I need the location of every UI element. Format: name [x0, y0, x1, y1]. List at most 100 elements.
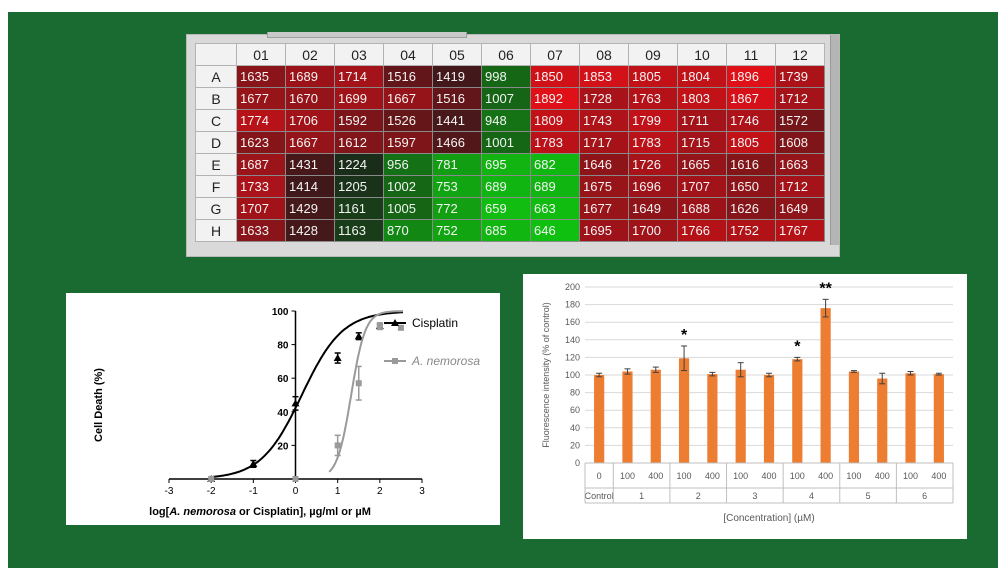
heatmap-cell[interactable]: 1743 [579, 109, 629, 132]
heatmap-row-header[interactable]: H [195, 219, 237, 242]
heatmap-cell[interactable]: 752 [432, 219, 482, 242]
heatmap-cell[interactable]: 1626 [726, 197, 776, 220]
heatmap-cell[interactable]: 1766 [677, 219, 727, 242]
heatmap-cell[interactable]: 998 [481, 65, 531, 88]
heatmap-cell[interactable]: 1695 [579, 219, 629, 242]
heatmap-scrollbar[interactable] [830, 35, 839, 245]
heatmap-cell[interactable]: 695 [481, 153, 531, 176]
heatmap-cell[interactable]: 1649 [628, 197, 678, 220]
heatmap-cell[interactable]: 1726 [628, 153, 678, 176]
heatmap-cell[interactable]: 1892 [530, 87, 580, 110]
heatmap-cell[interactable]: 1667 [285, 131, 335, 154]
heatmap-cell[interactable]: 870 [383, 219, 433, 242]
heatmap-cell[interactable]: 1715 [677, 131, 727, 154]
heatmap-cell[interactable]: 1687 [236, 153, 286, 176]
heatmap-cell[interactable]: 1677 [579, 197, 629, 220]
heatmap-cell[interactable]: 1429 [285, 197, 335, 220]
heatmap-column-header[interactable]: 09 [628, 43, 678, 66]
heatmap-cell[interactable]: 1526 [383, 109, 433, 132]
heatmap-cell[interactable]: 1428 [285, 219, 335, 242]
heatmap-cell[interactable]: 1665 [677, 153, 727, 176]
heatmap-cell[interactable]: 1516 [383, 65, 433, 88]
heatmap-cell[interactable]: 1717 [579, 131, 629, 154]
heatmap-column-header[interactable]: 04 [383, 43, 433, 66]
heatmap-cell[interactable]: 685 [481, 219, 531, 242]
heatmap-row-header[interactable]: E [195, 153, 237, 176]
heatmap-cell[interactable]: 1205 [334, 175, 384, 198]
heatmap-cell[interactable]: 1733 [236, 175, 286, 198]
heatmap-column-header[interactable]: 12 [775, 43, 825, 66]
heatmap-cell[interactable]: 659 [481, 197, 531, 220]
heatmap-cell[interactable]: 682 [530, 153, 580, 176]
heatmap-row-header[interactable]: B [195, 87, 237, 110]
heatmap-cell[interactable]: 1670 [285, 87, 335, 110]
heatmap-cell[interactable]: 1714 [334, 65, 384, 88]
heatmap-cell[interactable]: 1805 [628, 65, 678, 88]
heatmap-cell[interactable]: 1746 [726, 109, 776, 132]
heatmap-column-header[interactable]: 03 [334, 43, 384, 66]
heatmap-cell[interactable]: 948 [481, 109, 531, 132]
heatmap-cell[interactable]: 1707 [236, 197, 286, 220]
heatmap-cell[interactable]: 1007 [481, 87, 531, 110]
heatmap-cell[interactable]: 1608 [775, 131, 825, 154]
heatmap-column-header[interactable]: 02 [285, 43, 335, 66]
heatmap-cell[interactable]: 663 [530, 197, 580, 220]
heatmap-cell[interactable]: 1667 [383, 87, 433, 110]
heatmap-cell[interactable]: 1001 [481, 131, 531, 154]
heatmap-cell[interactable]: 753 [432, 175, 482, 198]
heatmap-cell[interactable]: 1592 [334, 109, 384, 132]
heatmap-cell[interactable]: 1767 [775, 219, 825, 242]
heatmap-cell[interactable]: 1466 [432, 131, 482, 154]
heatmap-cell[interactable]: 1896 [726, 65, 776, 88]
heatmap-cell[interactable]: 1867 [726, 87, 776, 110]
heatmap-cell[interactable]: 1712 [775, 175, 825, 198]
heatmap-cell[interactable]: 1711 [677, 109, 727, 132]
heatmap-cell[interactable]: 1763 [628, 87, 678, 110]
heatmap-cell[interactable]: 1649 [775, 197, 825, 220]
heatmap-row-header[interactable]: G [195, 197, 237, 220]
heatmap-cell[interactable]: 1616 [726, 153, 776, 176]
heatmap-cell[interactable]: 1696 [628, 175, 678, 198]
heatmap-cell[interactable]: 1663 [775, 153, 825, 176]
heatmap-cell[interactable]: 1441 [432, 109, 482, 132]
heatmap-column-header[interactable]: 10 [677, 43, 727, 66]
heatmap-cell[interactable]: 1414 [285, 175, 335, 198]
heatmap-cell[interactable]: 1419 [432, 65, 482, 88]
heatmap-cell[interactable]: 1804 [677, 65, 727, 88]
heatmap-cell[interactable]: 1783 [628, 131, 678, 154]
heatmap-cell[interactable]: 1853 [579, 65, 629, 88]
heatmap-cell[interactable]: 1002 [383, 175, 433, 198]
heatmap-cell[interactable]: 1805 [726, 131, 776, 154]
heatmap-cell[interactable]: 1161 [334, 197, 384, 220]
heatmap-cell[interactable]: 1783 [530, 131, 580, 154]
heatmap-cell[interactable]: 1623 [236, 131, 286, 154]
heatmap-column-header[interactable]: 11 [726, 43, 776, 66]
heatmap-cell[interactable]: 1431 [285, 153, 335, 176]
heatmap-cell[interactable]: 1728 [579, 87, 629, 110]
heatmap-cell[interactable]: 1650 [726, 175, 776, 198]
heatmap-cell[interactable]: 1675 [579, 175, 629, 198]
heatmap-cell[interactable]: 646 [530, 219, 580, 242]
heatmap-cell[interactable]: 772 [432, 197, 482, 220]
heatmap-row-header[interactable]: A [195, 65, 237, 88]
heatmap-cell[interactable]: 1706 [285, 109, 335, 132]
heatmap-row-header[interactable]: C [195, 109, 237, 132]
heatmap-column-header[interactable]: 07 [530, 43, 580, 66]
heatmap-cell[interactable]: 1809 [530, 109, 580, 132]
heatmap-cell[interactable]: 1799 [628, 109, 678, 132]
heatmap-cell[interactable]: 1803 [677, 87, 727, 110]
heatmap-cell[interactable]: 1700 [628, 219, 678, 242]
heatmap-cell[interactable]: 956 [383, 153, 433, 176]
heatmap-cell[interactable]: 1689 [285, 65, 335, 88]
heatmap-cell[interactable]: 1646 [579, 153, 629, 176]
heatmap-cell[interactable]: 1850 [530, 65, 580, 88]
heatmap-cell[interactable]: 689 [481, 175, 531, 198]
heatmap-column-header[interactable]: 08 [579, 43, 629, 66]
heatmap-cell[interactable]: 1005 [383, 197, 433, 220]
heatmap-cell[interactable]: 1774 [236, 109, 286, 132]
heatmap-cell[interactable]: 1677 [236, 87, 286, 110]
heatmap-cell[interactable]: 689 [530, 175, 580, 198]
heatmap-column-header[interactable]: 01 [236, 43, 286, 66]
heatmap-cell[interactable]: 1633 [236, 219, 286, 242]
heatmap-cell[interactable]: 1635 [236, 65, 286, 88]
